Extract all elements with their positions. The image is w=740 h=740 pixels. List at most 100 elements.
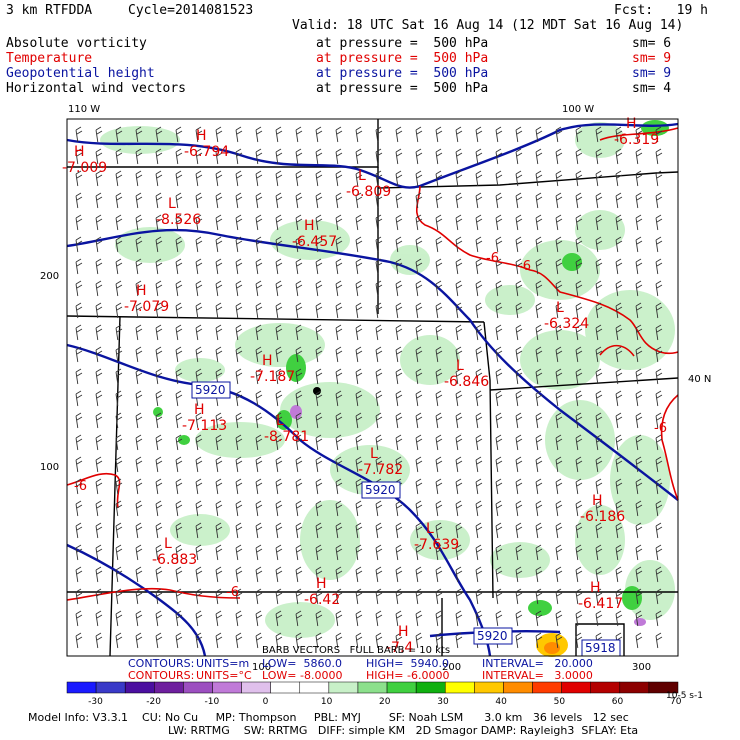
- wind-barb: [135, 456, 143, 473]
- wind-barb: [355, 236, 363, 253]
- wind-barb: [155, 390, 163, 407]
- wind-barb: [195, 148, 203, 165]
- wind-barb: [155, 610, 163, 627]
- wind-barb: [355, 368, 363, 385]
- wind-barb: [75, 192, 83, 209]
- wind-barb: [655, 478, 663, 495]
- wind-barb: [655, 412, 663, 429]
- wind-barb: [315, 434, 323, 451]
- field-pressure-temperature: at pressure = 500 hPa: [316, 51, 489, 66]
- wind-barb: [335, 588, 343, 605]
- wind-barb: [255, 236, 263, 253]
- wind-barb: [135, 522, 143, 539]
- wind-barb: [95, 346, 103, 363]
- wind-barb: [555, 148, 563, 165]
- wind-barb: [275, 258, 283, 275]
- wind-barb: [195, 456, 203, 473]
- wind-barb: [315, 170, 323, 187]
- field-sm-height: sm= 9: [632, 66, 672, 81]
- wind-barb: [655, 302, 663, 319]
- wind-barb: [215, 544, 223, 561]
- wind-barb: [655, 170, 663, 187]
- wind-barb: [595, 478, 603, 495]
- wind-barb: [415, 412, 423, 429]
- wind-barb: [415, 126, 423, 143]
- wind-barb: [295, 500, 303, 517]
- wind-barb: [315, 214, 323, 231]
- wind-barb: [115, 412, 123, 429]
- wind-barb: [555, 346, 563, 363]
- temperature-hl-value: -7.4: [386, 640, 413, 656]
- wind-barb: [415, 566, 423, 583]
- wind-barb: [535, 214, 543, 231]
- wind-barb: [155, 456, 163, 473]
- wind-barb: [275, 632, 283, 649]
- wind-barb: [575, 368, 583, 385]
- wind-barb: [375, 544, 383, 561]
- wind-barb: [475, 588, 483, 605]
- wind-barb: [215, 170, 223, 187]
- temperature-hl-marker: H: [196, 128, 207, 144]
- wind-barb: [155, 368, 163, 385]
- wind-barb: [615, 258, 623, 275]
- height-contours-label: CONTOURS:: [128, 657, 195, 670]
- wind-barb: [315, 302, 323, 319]
- wind-barb: [435, 280, 443, 297]
- wind-barb: [615, 324, 623, 341]
- temperature-contour-value: -6: [518, 259, 531, 274]
- wind-barb: [655, 544, 663, 561]
- wind-barb: [595, 588, 603, 605]
- wind-barb: [595, 170, 603, 187]
- wind-barb: [235, 236, 243, 253]
- height-contours-low: LOW= 5860.0: [262, 657, 342, 670]
- wind-barb: [455, 148, 463, 165]
- temperature-hl-marker: H: [136, 283, 147, 299]
- wind-barb: [175, 214, 183, 231]
- wind-barb: [155, 126, 163, 143]
- field-pressure-vorticity: at pressure = 500 hPa: [316, 36, 489, 51]
- wind-barb: [555, 192, 563, 209]
- wind-barb: [175, 302, 183, 319]
- temperature-hl-value: -6.809: [346, 184, 391, 200]
- wind-barb: [75, 610, 83, 627]
- lon-label-100w: 100 W: [562, 104, 594, 115]
- temp-contours-high: HIGH= -6.0000: [366, 669, 450, 682]
- wind-barb: [315, 368, 323, 385]
- temperature-extrema-labels: H-7.009H-6.794L-8.526L-6.809H-6.457H-7.0…: [62, 116, 659, 656]
- wind-barb: [195, 280, 203, 297]
- wind-barb: [575, 434, 583, 451]
- model-info: Model Info: V3.3.1 CU: No Cu MP: Thompso…: [28, 711, 629, 724]
- wind-barb: [255, 434, 263, 451]
- wind-barb: [355, 610, 363, 627]
- wind-barb: [255, 566, 263, 583]
- wind-barb: [415, 346, 423, 363]
- wind-barb: [555, 214, 563, 231]
- wind-barb: [555, 390, 563, 407]
- wind-barb: [135, 610, 143, 627]
- wind-barb: [475, 214, 483, 231]
- wind-barb: [335, 324, 343, 341]
- wind-barb: [215, 478, 223, 495]
- wind-barb: [515, 390, 523, 407]
- wind-barb: [115, 368, 123, 385]
- wind-barb: [615, 610, 623, 627]
- temperature-hl-value: -6.319: [614, 132, 659, 148]
- wind-barb: [535, 192, 543, 209]
- wind-barb: [475, 324, 483, 341]
- wind-barb: [175, 566, 183, 583]
- wind-barb: [415, 522, 423, 539]
- wind-barb: [375, 632, 383, 649]
- wind-barb: [135, 236, 143, 253]
- wind-barb: [75, 522, 83, 539]
- wind-barb: [375, 522, 383, 539]
- wind-barb: [535, 126, 543, 143]
- wind-barb: [395, 280, 403, 297]
- wind-barb: [375, 500, 383, 517]
- wind-barb: [95, 236, 103, 253]
- temperature-contour-value: -6: [486, 251, 499, 266]
- colorbar-swatch: [415, 681, 446, 694]
- wind-barb: [235, 324, 243, 341]
- wind-barb: [335, 280, 343, 297]
- wind-barb: [555, 544, 563, 561]
- wind-barb: [255, 280, 263, 297]
